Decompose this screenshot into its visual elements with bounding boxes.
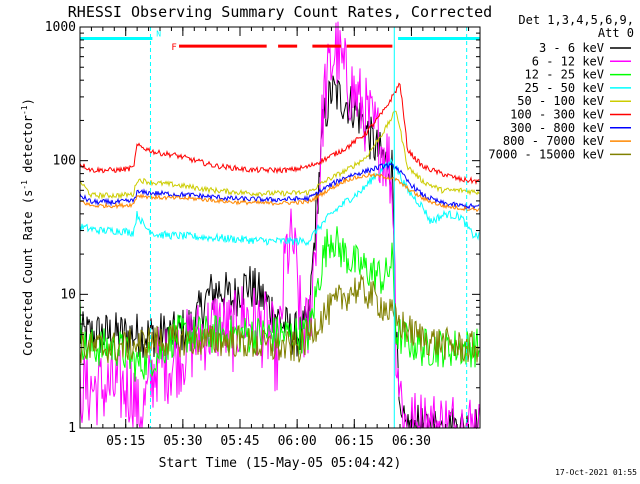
legend-label: 7000 - 15000 keV — [488, 147, 604, 161]
x-tick-label: 06:00 — [278, 434, 317, 449]
series-line-800-7000-keVkev — [79, 172, 480, 213]
series-line-100-300-keVkev — [79, 82, 480, 186]
x-tick-label: 05:30 — [163, 434, 202, 449]
flag-f-label: F — [171, 43, 176, 53]
legend-label: 6 - 12 keV — [532, 54, 604, 68]
y-tick-label: 10 — [60, 287, 76, 302]
axes: 1 10 100 1000 05:15 05:30 05:45 06:00 06:15 06:30 — [45, 20, 481, 449]
legend-label: 100 - 300 keV — [510, 108, 604, 122]
y-axis-label: Corrected Count Rate (s-1 detector-1) — [20, 98, 35, 356]
series-line-25-50-keVkev — [79, 157, 480, 247]
plot-area: NF — [79, 21, 480, 430]
legend-label: 50 - 100 keV — [517, 94, 604, 108]
plot-frame — [79, 26, 481, 429]
footer-date: 17-Oct-2021 01:55 — [555, 468, 637, 477]
y-tick-label: 100 — [53, 154, 76, 169]
x-tick-label: 06:15 — [335, 434, 374, 449]
legend-label: 800 - 7000 keV — [503, 134, 604, 148]
legend-header-line-1: Det 1,3,4,5,6,9, — [518, 13, 634, 27]
legend-label: 12 - 25 keV — [525, 68, 604, 82]
legend-label: 25 - 50 keV — [525, 81, 604, 95]
flag-n-label: N — [156, 30, 161, 39]
x-tick-label: 05:15 — [106, 434, 145, 449]
legend-label: 300 - 800 keV — [510, 121, 604, 135]
x-tick-label: 05:45 — [220, 434, 259, 449]
chart-title: RHESSI Observing Summary Count Rates, Co… — [68, 3, 492, 21]
y-tick-label: 1000 — [45, 20, 76, 35]
series-line-6-12-keVkev — [79, 21, 480, 430]
series-line-300-800-keVkev — [79, 162, 480, 211]
series-line-7000-15000-keVkev — [79, 274, 480, 364]
legend-header-line-2: Att 0 — [598, 26, 634, 40]
legend-label: 3 - 6 keV — [539, 41, 604, 55]
series-line-50-100-keVkev — [79, 110, 480, 200]
x-axis-label: Start Time (15-May-05 05:04:42) — [159, 456, 402, 471]
y-tick-label: 1 — [68, 421, 76, 436]
x-tick-label: 06:30 — [392, 434, 431, 449]
